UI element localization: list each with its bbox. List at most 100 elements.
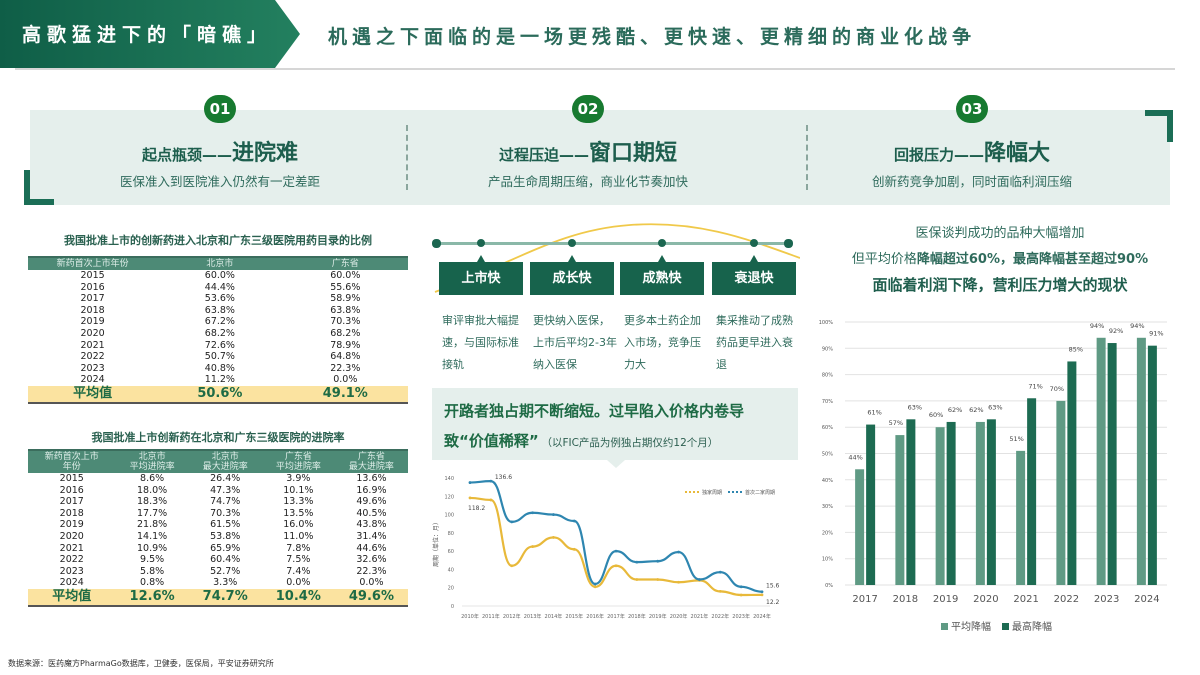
table1-title: 我国批准上市的创新药进入北京和广东三级医院用药目录的比例 <box>64 234 372 247</box>
table-hospital-entry-rate: 新药首次上市 年份 北京市 平均进院率 北京市 最大进院率 广东省 平均进院率 广东省 最大进院率… <box>28 449 408 607</box>
svg-text:0%: 0% <box>825 583 833 589</box>
table-cell: 5.8% <box>140 565 165 577</box>
table-cell: 40.8% <box>204 362 235 374</box>
table-cell: 2022 <box>59 554 84 566</box>
section-divider <box>806 125 808 190</box>
table-cell: 70.3% <box>330 316 361 328</box>
table-cell: 74.7% <box>188 588 262 607</box>
svg-text:40%: 40% <box>822 478 833 484</box>
y-axis-label: 周期（单位：月） <box>432 519 440 567</box>
svg-text:2018年: 2018年 <box>628 613 646 620</box>
svg-text:2022: 2022 <box>1054 594 1079 605</box>
svg-text:独家周期: 独家周期 <box>702 489 722 496</box>
table-cell: 60.0% <box>204 270 235 281</box>
header: 高歌猛进下的「暗礁」 机遇之下面临的是一场更残酷、更快速、更精细的商业化战争 <box>0 0 1200 70</box>
timeline-dot <box>784 239 793 248</box>
table-cell: 16.9% <box>356 484 387 496</box>
svg-text:57%: 57% <box>889 419 903 427</box>
table-cell: 68.2% <box>330 327 361 339</box>
column-header: 广东省 平均进院率 <box>261 449 335 473</box>
svg-text:70%: 70% <box>1050 385 1064 393</box>
bar <box>946 421 956 585</box>
svg-text:2013年: 2013年 <box>524 613 542 620</box>
corner-bracket-bottom-left <box>24 170 54 205</box>
table-cell: 12.6% <box>115 588 189 607</box>
table-cell: 53.8% <box>210 530 241 542</box>
bar <box>1056 400 1066 585</box>
svg-text:12.2: 12.2 <box>766 599 780 606</box>
section-title-prefix: 起点瓶颈—— <box>141 146 232 164</box>
table-cell: 2015 <box>59 473 84 484</box>
svg-text:62%: 62% <box>948 406 962 414</box>
timeline-dot <box>658 239 666 247</box>
table-cell: 11.2% <box>204 374 235 386</box>
table-cell: 78.9% <box>330 339 361 351</box>
price-cut-bar-chart: 0% 10% 20% 30% 40% 50% 60% 70% 80% 90% 100% 44% 61% 2… <box>819 320 1167 633</box>
table-cell: 43.8% <box>356 519 387 531</box>
table-cell: 3.3% <box>213 577 238 589</box>
svg-text:118.2: 118.2 <box>468 505 485 512</box>
table-cell: 49.6% <box>356 496 387 508</box>
table-row: 2023 40.8% 22.3% <box>28 363 408 375</box>
table-cell: 22.3% <box>356 565 387 577</box>
svg-text:15.6: 15.6 <box>766 583 780 590</box>
exclusivity-callout: 开路者独占期不断缩短。过早陷入价格内卷导 致“价值稀释” （以FIC产品为例独占期… <box>432 388 798 460</box>
stage-decline-desc: 集采推动了成熟药品更早进入衰退 <box>716 314 793 371</box>
table-cell: 50.7% <box>204 351 235 363</box>
table-cell: 平均值 <box>28 385 158 404</box>
svg-text:2021年: 2021年 <box>691 613 709 620</box>
table-row: 2017 53.6% 58.9% <box>28 293 408 305</box>
right-text-line2-b: 降幅超过60%，最高降幅甚至超过90% <box>916 252 1149 267</box>
svg-text:平均降幅: 平均降幅 <box>951 620 991 633</box>
bar <box>906 419 916 585</box>
corner-bracket-top-right <box>1145 110 1173 142</box>
svg-text:60: 60 <box>448 549 454 555</box>
timeline-dot <box>750 239 758 247</box>
bar <box>1096 337 1106 585</box>
table-cell: 68.2% <box>204 327 235 339</box>
table-cell: 2022 <box>80 351 105 363</box>
svg-text:71%: 71% <box>1028 382 1042 390</box>
svg-text:2017年: 2017年 <box>607 613 625 620</box>
svg-text:50%: 50% <box>822 452 833 458</box>
table-cell: 22.3% <box>330 362 361 374</box>
section-divider <box>406 125 408 190</box>
table-cell: 2016 <box>80 281 105 293</box>
svg-text:60%: 60% <box>822 425 833 431</box>
svg-text:140: 140 <box>444 476 454 482</box>
data-source: 数据来源：医药魔方PharmaGo数据库，卫健委，医保局，平安证券研究所 <box>8 659 274 668</box>
right-text-line2: 但平均价格降幅超过60%，最高降幅甚至超过90% <box>815 248 1185 267</box>
average-row: 平均值 50.6% 49.1% <box>28 385 408 404</box>
table-cell: 44.4% <box>204 281 235 293</box>
table-cell: 58.9% <box>330 293 361 305</box>
svg-text:60%: 60% <box>929 411 943 419</box>
table-cell: 0.0% <box>359 577 384 589</box>
table-cell: 49.1% <box>282 385 408 404</box>
svg-text:2024年: 2024年 <box>753 613 771 620</box>
section-number-badge: 03 <box>956 95 988 123</box>
table-cell: 13.5% <box>283 507 314 519</box>
table-cell: 67.2% <box>204 316 235 328</box>
svg-text:2023: 2023 <box>1094 594 1119 605</box>
table-cell: 10.9% <box>137 542 168 554</box>
svg-text:63%: 63% <box>988 403 1002 411</box>
table-cell: 平均值 <box>28 588 116 607</box>
average-row: 平均值 12.6% 74.7% 10.4% 49.6% <box>28 588 408 607</box>
stage-maturity: 成熟快 <box>620 255 704 295</box>
table-hospital-list-ratio: 新药首次上市年份 北京市 广东省 2015 60.0% 60.0% 2016 44.4%… <box>28 256 408 404</box>
table-cell: 64.8% <box>330 351 361 363</box>
table-row: 2021 10.9% 65.9% 7.8% 44.6% <box>28 543 408 555</box>
bar <box>935 427 945 585</box>
svg-text:30%: 30% <box>822 504 833 510</box>
svg-text:94%: 94% <box>1090 322 1104 330</box>
table-cell: 0.0% <box>333 374 358 386</box>
svg-text:2023年: 2023年 <box>732 613 750 620</box>
table-cell: 2015 <box>80 270 105 281</box>
table-row: 2019 67.2% 70.3% <box>28 316 408 328</box>
table-cell: 65.9% <box>210 542 241 554</box>
bar <box>1027 398 1037 585</box>
table2-title: 我国批准上市创新药在北京和广东三级医院的进院率 <box>91 431 345 444</box>
svg-text:2017: 2017 <box>852 594 877 605</box>
section-desc: 产品生命周期压缩，商业化节奏加快 <box>487 174 688 189</box>
svg-text:2024: 2024 <box>1134 594 1159 605</box>
